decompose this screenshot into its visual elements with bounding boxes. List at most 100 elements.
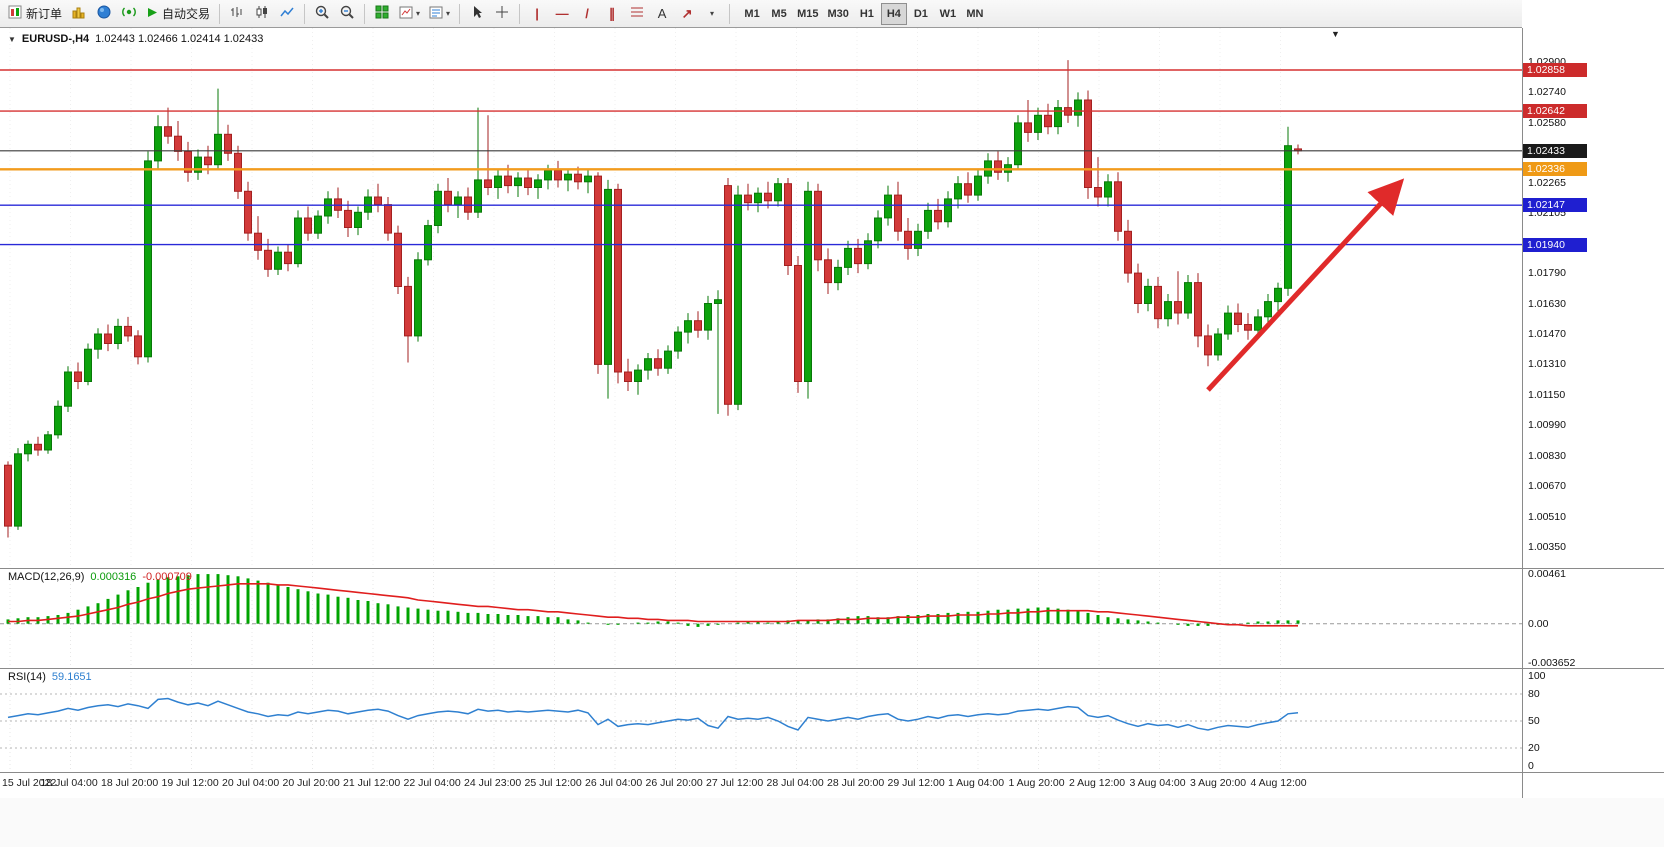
new-chart-button[interactable]: ▾	[395, 3, 424, 25]
crosshair-button[interactable]	[490, 3, 514, 25]
time-axis-label: 26 Jul 20:00	[645, 777, 703, 789]
zoom-in-button[interactable]	[310, 3, 334, 25]
candlestick-chart[interactable]	[0, 28, 1522, 568]
timeframe-D1-button[interactable]: D1	[908, 3, 934, 25]
auto-trading-button[interactable]: 自动交易	[142, 3, 214, 25]
timeframe-W1-button[interactable]: W1	[935, 3, 961, 25]
time-axis-label: 18 Jul 20:00	[101, 777, 159, 789]
line-chart-button[interactable]	[275, 3, 299, 25]
time-axis-label: 24 Jul 23:00	[464, 777, 522, 789]
text-tool-button[interactable]: A	[650, 3, 674, 25]
macd-axis-label: 0.00461	[1528, 568, 1566, 580]
timeframe-H1-button[interactable]: H1	[854, 3, 880, 25]
toolbar-separator	[729, 3, 731, 24]
price-line-label: 1.01940	[1523, 238, 1587, 252]
timeframe-H4-button[interactable]: H4	[880, 2, 907, 25]
price-line-label: 1.02336	[1523, 162, 1587, 176]
tile-windows-button[interactable]	[370, 3, 394, 25]
chevron-down-icon: ▾	[416, 9, 421, 18]
zoom-out-button[interactable]	[335, 3, 359, 25]
auto-trading-icon	[146, 6, 159, 22]
timeframe-M1-button[interactable]: M1	[739, 3, 765, 25]
time-axis-label: 3 Aug 20:00	[1190, 777, 1247, 789]
price-tick-label: 1.00830	[1528, 450, 1566, 462]
price-tick-label: 1.02265	[1528, 177, 1566, 189]
price-tick-label: 1.01310	[1528, 358, 1566, 370]
time-axis[interactable]: 15 Jul 2022 18 Jul 04:00 18 Jul 20:00 19 Ju…	[0, 772, 1522, 798]
bar-chart-icon	[230, 5, 244, 22]
tile-windows-icon	[375, 5, 389, 22]
price-line-label: 1.02147	[1523, 198, 1587, 212]
vertical-line-icon: |	[535, 6, 539, 21]
crosshair-icon	[495, 5, 509, 22]
arrows-tool-icon: ↗	[681, 6, 693, 21]
time-axis-label: 29 Jul 12:00	[887, 777, 945, 789]
horizontal-line-icon: —	[555, 6, 569, 21]
rsi-indicator-pane[interactable]	[0, 668, 1522, 772]
price-axis[interactable]: 1.029001.027401.025801.024201.022651.021…	[1522, 0, 1664, 798]
time-axis-label: 26 Jul 04:00	[585, 777, 643, 789]
toolbar-separator	[459, 3, 461, 24]
chevron-down-icon: ▾	[446, 9, 451, 18]
rsi-axis-label: 80	[1528, 688, 1540, 700]
shapes-dropdown-button[interactable]: ▾	[700, 3, 724, 25]
fibonacci-button[interactable]	[625, 3, 649, 25]
rsi-label: RSI(14) 59.1651	[8, 671, 92, 683]
bar-chart-button[interactable]	[225, 3, 249, 25]
auto-trading-label: 自动交易	[162, 7, 211, 21]
data-window-button[interactable]	[92, 3, 116, 25]
fibonacci-icon	[630, 6, 644, 21]
price-line-label: 1.02642	[1523, 104, 1587, 118]
time-axis-label: 1 Aug 20:00	[1008, 777, 1065, 789]
candlestick-chart-button[interactable]	[250, 3, 274, 25]
price-tick-label: 1.02740	[1528, 86, 1566, 98]
chart-menu-icon[interactable]: ▼	[8, 34, 16, 44]
price-tick-label: 1.02580	[1528, 117, 1566, 129]
horizontal-line-button[interactable]: —	[550, 3, 574, 25]
navigator-button[interactable]	[117, 3, 141, 25]
chart-shift-marker-icon[interactable]: ▼	[1331, 29, 1340, 39]
trendline-button[interactable]: /	[575, 3, 599, 25]
rsi-axis-label: 100	[1528, 670, 1546, 682]
data-window-icon	[97, 5, 111, 22]
pane-divider[interactable]	[0, 568, 1664, 569]
timeframe-M30-button[interactable]: M30	[823, 3, 852, 25]
zoom-out-icon	[340, 5, 355, 23]
time-axis-label: 28 Jul 20:00	[827, 777, 885, 789]
time-axis-label: 20 Jul 04:00	[222, 777, 280, 789]
time-axis-label: 22 Jul 04:00	[403, 777, 461, 789]
toolbar: 新订单 自动交易	[0, 0, 1664, 28]
rsi-axis-label: 20	[1528, 742, 1540, 754]
time-axis-label: 21 Jul 12:00	[343, 777, 401, 789]
time-axis-label: 1 Aug 04:00	[948, 777, 1005, 789]
time-axis-label: 25 Jul 12:00	[524, 777, 582, 789]
vertical-line-button[interactable]: |	[525, 3, 549, 25]
trendline-icon: /	[585, 6, 589, 21]
cursor-button[interactable]	[465, 3, 489, 25]
chevron-down-icon: ▾	[710, 9, 715, 18]
toolbar-separator	[304, 3, 306, 24]
rsi-axis-label: 50	[1528, 715, 1540, 727]
timeframe-M15-button[interactable]: M15	[793, 3, 822, 25]
time-axis-label: 20 Jul 20:00	[282, 777, 340, 789]
arrows-tool-button[interactable]: ↗	[675, 3, 699, 25]
time-axis-label: 2 Aug 12:00	[1069, 777, 1126, 789]
timeframe-MN-button[interactable]: MN	[962, 3, 988, 25]
equidistant-channel-button[interactable]: ∥	[600, 3, 624, 25]
pane-divider[interactable]	[0, 668, 1664, 669]
timeframe-M5-button[interactable]: M5	[766, 3, 792, 25]
price-tick-label: 1.00990	[1528, 419, 1566, 431]
price-tick-label: 1.01150	[1528, 389, 1566, 401]
time-axis-label: 4 Aug 12:00	[1250, 777, 1307, 789]
profiles-button[interactable]: ▾	[425, 3, 454, 25]
price-tick-label: 1.01790	[1528, 267, 1566, 279]
text-tool-icon: A	[657, 6, 667, 21]
time-axis-label: 27 Jul 12:00	[706, 777, 764, 789]
market-watch-button[interactable]	[67, 3, 91, 25]
pane-divider	[0, 772, 1664, 773]
macd-indicator-pane[interactable]	[0, 568, 1522, 668]
new-order-button[interactable]: 新订单	[4, 3, 66, 25]
rsi-axis-label: 0	[1528, 760, 1534, 772]
profiles-icon	[429, 6, 443, 22]
